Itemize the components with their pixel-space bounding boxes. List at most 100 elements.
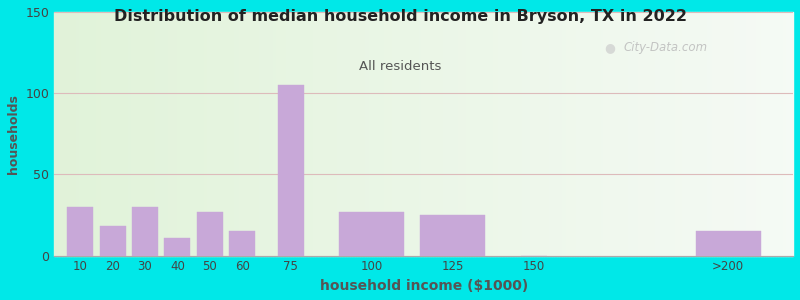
Bar [57,12,59,256]
Bar [438,12,441,256]
Bar [350,12,352,256]
Bar [143,12,146,256]
Bar [224,12,226,256]
Bar [436,12,438,256]
Bar [165,12,167,256]
Bar [783,12,786,256]
Bar [301,12,303,256]
Bar [576,12,578,256]
Bar [365,12,367,256]
Bar [333,12,335,256]
Bar [210,12,212,256]
Bar [313,12,315,256]
Bar [414,12,416,256]
Bar [542,12,544,256]
Bar [534,12,537,256]
Bar [100,226,126,256]
Bar [737,12,739,256]
Bar [197,12,199,256]
Bar [130,12,133,256]
Bar [710,12,712,256]
Bar [566,12,569,256]
Bar [111,12,114,256]
Bar [702,12,704,256]
Bar [246,12,249,256]
Bar [190,12,192,256]
Bar [696,231,761,256]
Bar [687,12,690,256]
Bar [59,12,62,256]
Bar [150,12,153,256]
Bar [552,12,554,256]
Bar [722,12,724,256]
Bar [295,12,298,256]
Bar [623,12,626,256]
Bar [495,12,498,256]
Bar [106,12,109,256]
Bar [67,207,93,256]
Bar [271,12,274,256]
Bar [283,12,286,256]
Bar [360,12,362,256]
Bar [488,12,490,256]
Bar [594,12,596,256]
Bar [510,12,512,256]
Bar [219,12,222,256]
Bar [697,12,699,256]
Bar [749,12,751,256]
Bar [763,12,766,256]
Text: City-Data.com: City-Data.com [623,41,707,54]
Bar [456,12,458,256]
Bar [303,12,306,256]
Bar [109,12,111,256]
Bar [318,12,320,256]
Bar [429,12,431,256]
Bar [611,12,614,256]
Bar [362,12,365,256]
Bar [409,12,411,256]
Bar [486,12,488,256]
Bar [626,12,628,256]
Bar [374,12,377,256]
Bar [290,12,293,256]
Bar [786,12,788,256]
Bar [207,12,210,256]
Bar [194,12,197,256]
Bar [441,12,443,256]
Bar [557,12,559,256]
Bar [126,12,128,256]
Bar [132,207,158,256]
Bar [672,12,675,256]
Bar [601,12,603,256]
Bar [116,12,118,256]
Bar [490,12,493,256]
Bar [685,12,687,256]
Bar [522,12,525,256]
Bar [389,12,392,256]
Text: Distribution of median household income in Bryson, TX in 2022: Distribution of median household income … [114,9,686,24]
Bar [512,12,514,256]
Bar [431,12,434,256]
Bar [712,12,714,256]
Bar [520,12,522,256]
Bar [237,12,239,256]
Bar [199,12,202,256]
Bar [502,12,505,256]
Bar [655,12,658,256]
Bar [544,12,546,256]
Bar [678,12,680,256]
Bar [578,12,582,256]
Bar [475,12,478,256]
Bar [249,12,251,256]
Bar [648,12,650,256]
Bar [406,12,409,256]
Bar [638,12,640,256]
Bar [258,12,261,256]
Y-axis label: households: households [7,94,20,174]
Bar [293,12,295,256]
Bar [606,12,608,256]
Bar [138,12,141,256]
Bar [569,12,571,256]
Bar [325,12,327,256]
Bar [399,12,402,256]
